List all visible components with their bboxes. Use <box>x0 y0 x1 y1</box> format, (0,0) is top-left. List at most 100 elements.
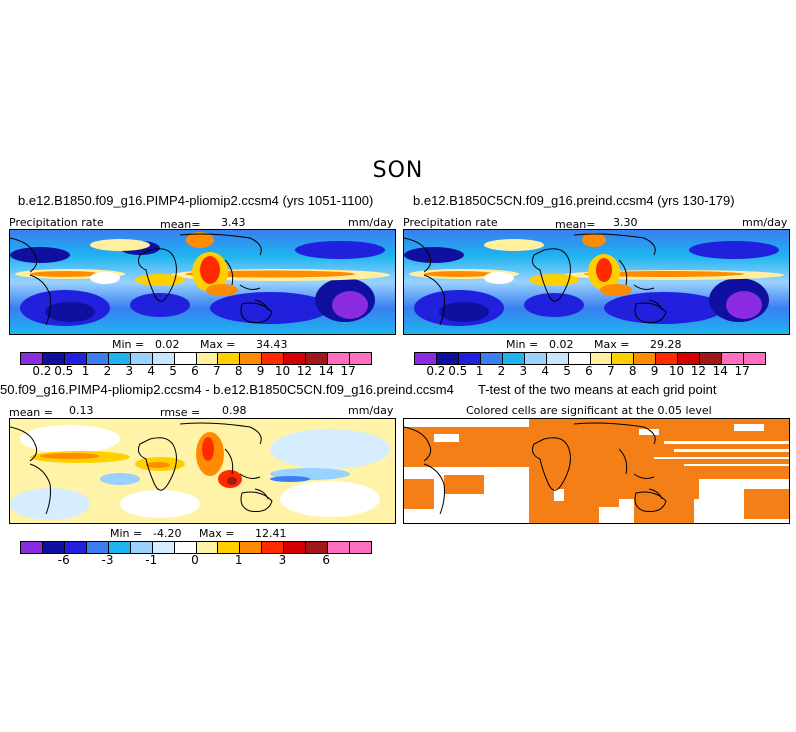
colorbar-swatch <box>350 353 371 364</box>
colorbar-swatch <box>284 353 307 364</box>
colorbar-swatch <box>634 353 657 364</box>
min-value-bottom-left: -4.20 <box>153 527 182 540</box>
colorbar-swatch <box>152 542 175 553</box>
precip-map-pliomip2 <box>9 229 396 335</box>
mean-label-top-left: mean= <box>160 218 201 231</box>
colorbar-swatch <box>350 542 371 553</box>
ttest-significance-map <box>403 418 790 524</box>
colorbar-tick-label: 10 <box>274 364 291 378</box>
colorbar-swatch <box>196 353 219 364</box>
colorbar-tick-label: 9 <box>650 364 659 378</box>
colorbar-tick-label: 2 <box>103 364 112 378</box>
max-label-top-right: Max = <box>594 338 630 351</box>
colorbar-swatch <box>174 542 197 553</box>
colorbar-swatch <box>590 353 613 364</box>
colorbar-swatch <box>21 353 43 364</box>
colorbar-tick-label: 0.5 <box>54 364 74 378</box>
colorbar-tick-label: 3 <box>125 364 134 378</box>
colorbar-precip-right <box>414 352 766 365</box>
colorbar-swatch <box>152 353 175 364</box>
colorbar-swatch <box>524 353 547 364</box>
mean-label-bottom-left: mean = <box>9 406 53 419</box>
max-value-top-left: 34.43 <box>256 338 288 351</box>
colorbar-swatch <box>415 353 437 364</box>
colorbar-swatch <box>744 353 765 364</box>
panel-title-top-right: b.e12.B1850C5CN.f09_g16.preind.ccsm4 (yr… <box>413 193 735 208</box>
colorbar-tick-label: 0.2 <box>32 364 52 378</box>
min-value-top-right: 0.02 <box>549 338 574 351</box>
colorbar-swatch <box>240 542 263 553</box>
colorbar-tick-label: 14 <box>712 364 728 378</box>
min-label-bottom-left: Min = <box>110 527 143 540</box>
colorbar-swatch <box>42 542 65 553</box>
colorbar-swatch <box>240 353 263 364</box>
significance-note: Colored cells are significant at the 0.0… <box>466 404 712 417</box>
mean-label-top-right: mean= <box>555 218 596 231</box>
colorbar-tick-label: 14 <box>318 364 334 378</box>
figure-title: SON <box>372 158 424 183</box>
rmse-label-bottom-left: rmse = <box>160 406 201 419</box>
precip-map-preind <box>403 229 790 335</box>
colorbar-tick-label: 2 <box>497 364 506 378</box>
colorbar-tick-label: 9 <box>256 364 265 378</box>
colorbar-swatch <box>722 353 745 364</box>
mean-value-bottom-left: 0.13 <box>69 404 94 417</box>
colorbar-swatch <box>612 353 635 364</box>
field-label-top-left: Precipitation rate <box>9 216 104 229</box>
colorbar-swatch <box>502 353 525 364</box>
colorbar-swatch <box>328 353 351 364</box>
panel-title-bottom-right: T-test of the two means at each grid poi… <box>478 382 717 397</box>
colorbar-swatch <box>64 353 87 364</box>
min-label-top-right: Min = <box>506 338 539 351</box>
colorbar-swatch <box>656 353 679 364</box>
colorbar-swatch <box>546 353 569 364</box>
colorbar-swatch <box>108 542 131 553</box>
precip-difference-map <box>9 418 396 524</box>
colorbar-tick-label: -3 <box>101 553 114 567</box>
colorbar-swatch <box>480 353 503 364</box>
colorbar-swatch <box>130 353 153 364</box>
colorbar-tick-label: 12 <box>690 364 707 378</box>
colorbar-tick-label: 1 <box>234 553 243 567</box>
colorbar-swatch <box>86 353 109 364</box>
colorbar-swatch <box>108 353 131 364</box>
colorbar-tick-label: 7 <box>607 364 615 378</box>
max-label-top-left: Max = <box>200 338 236 351</box>
colorbar-tick-label: 1 <box>475 364 484 378</box>
colorbar-swatch <box>458 353 481 364</box>
colorbar-swatch <box>42 353 65 364</box>
colorbar-tick-label: -1 <box>145 553 158 567</box>
rmse-value-bottom-left: 0.98 <box>222 404 247 417</box>
colorbar-tick-label: 3 <box>519 364 528 378</box>
colorbar-swatch <box>262 353 285 364</box>
units-top-right: mm/day <box>742 216 788 229</box>
colorbar-swatch <box>130 542 153 553</box>
colorbar-tick-label: 8 <box>234 364 243 378</box>
min-label-top-left: Min = <box>112 338 145 351</box>
colorbar-swatch <box>218 542 241 553</box>
colorbar-swatch <box>306 353 329 364</box>
colorbar-swatch <box>262 542 285 553</box>
colorbar-tick-label: 6 <box>191 364 199 378</box>
colorbar-swatch <box>174 353 197 364</box>
max-value-bottom-left: 12.41 <box>255 527 287 540</box>
colorbar-swatch <box>64 542 87 553</box>
max-label-bottom-left: Max = <box>199 527 235 540</box>
colorbar-tick-label: 3 <box>278 553 287 567</box>
colorbar-tick-label: 6 <box>322 553 331 567</box>
colorbar-tick-label: 17 <box>340 364 356 378</box>
colorbar-swatch <box>436 353 459 364</box>
colorbar-swatch <box>306 542 329 553</box>
colorbar-precip-left <box>20 352 372 365</box>
colorbar-swatch <box>218 353 241 364</box>
colorbar-tick-label: 8 <box>628 364 637 378</box>
panel-title-top-left: b.e12.B1850.f09_g16.PIMP4-pliomip2.ccsm4… <box>18 193 374 208</box>
colorbar-tick-label: 6 <box>585 364 593 378</box>
colorbar-tick-label: 17 <box>734 364 750 378</box>
colorbar-tick-label: -6 <box>57 553 70 567</box>
colorbar-swatch <box>328 542 351 553</box>
colorbar-swatch <box>700 353 723 364</box>
max-value-top-right: 29.28 <box>650 338 682 351</box>
panel-title-bottom-left: 50.f09_g16.PIMP4-pliomip2.ccsm4 - b.e12.… <box>0 382 454 397</box>
colorbar-swatch <box>21 542 43 553</box>
